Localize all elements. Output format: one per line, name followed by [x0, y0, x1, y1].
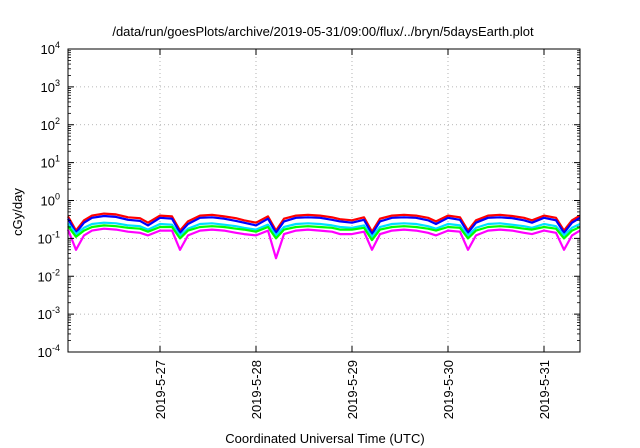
x-tick-label: 2019-5-30	[441, 360, 456, 419]
x-axis-label: Coordinated Universal Time (UTC)	[225, 431, 424, 446]
series-line-2	[67, 214, 581, 236]
series-line-3	[67, 221, 581, 238]
y-axis-label: cGy/day	[10, 188, 25, 236]
x-tick-label: 2019-5-27	[153, 360, 168, 419]
y-tick-label: 102	[41, 116, 60, 133]
y-tick-label: 100	[41, 192, 60, 209]
series-line-1	[67, 212, 581, 233]
series-line-5	[66, 227, 581, 260]
y-tick-label: 104	[41, 40, 60, 57]
y-tick-label: 10-1	[38, 229, 60, 246]
x-tick-label: 2019-5-28	[249, 360, 264, 419]
x-tick-label: 2019-5-31	[537, 360, 552, 419]
grid	[68, 49, 580, 352]
y-tick-label: 103	[41, 78, 60, 95]
y-tick-label: 10-3	[38, 305, 60, 322]
y-tick-label: 10-4	[38, 343, 60, 360]
series-layer	[66, 212, 581, 260]
chart-title: /data/run/goesPlots/archive/2019-05-31/0…	[112, 24, 534, 39]
y-tick-label: 10-2	[38, 267, 60, 284]
series-line-4	[67, 224, 581, 242]
x-tick-label: 2019-5-29	[345, 360, 360, 419]
y-ticks: 10-4 10-3 10-2 10-1 100 101 102 103 104	[38, 40, 580, 360]
x-ticks: 2019-5-27 2019-5-28 2019-5-29 2019-5-30 2019…	[153, 49, 552, 419]
y-tick-label: 101	[41, 154, 60, 171]
